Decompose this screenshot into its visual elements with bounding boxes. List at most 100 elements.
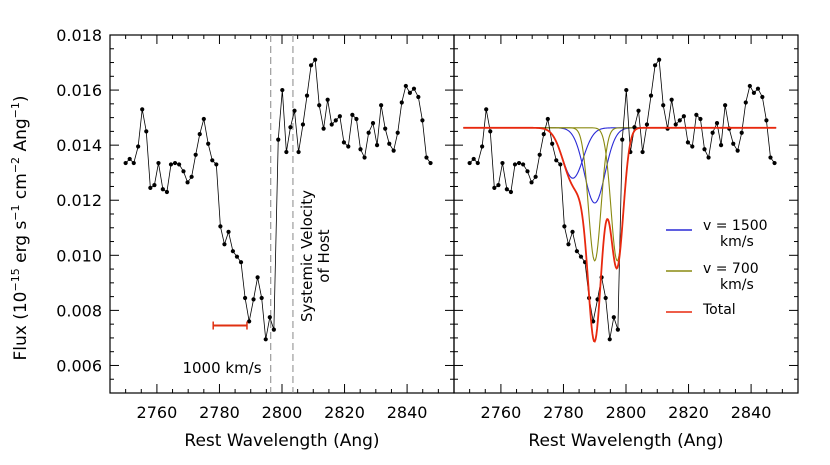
- ylabel-part: cm: [11, 173, 31, 204]
- y-tick-label: 0.008: [56, 301, 102, 320]
- spectrum-point-left: [403, 83, 408, 89]
- spectrum-point-right: [739, 130, 744, 135]
- spectrum-point-left: [185, 180, 190, 185]
- spectrum-point-left: [160, 187, 165, 192]
- legend-label-700: v = 700: [703, 261, 759, 277]
- spectrum-point-right: [648, 93, 654, 98]
- spectrum-point-left: [337, 114, 342, 119]
- spectrum-point-right: [558, 162, 563, 167]
- spectrum-point-right: [550, 141, 555, 146]
- spectrum-point-left: [267, 315, 272, 320]
- scalebar-label: 1000 km/s: [182, 359, 261, 377]
- spectrum-point-left: [407, 90, 413, 95]
- ylabel-sup: −1: [9, 102, 22, 118]
- spectrum-point-left: [313, 57, 318, 62]
- spectrum-point-right: [669, 97, 674, 102]
- spectrum-point-right: [632, 125, 637, 130]
- y-tick-label: 0.018: [56, 26, 102, 45]
- ylabel-sup: −1: [9, 204, 22, 220]
- total-fit-curve: [463, 126, 777, 343]
- spectrum-point-right: [714, 121, 720, 126]
- x-tick-label-left: 2800: [262, 403, 303, 422]
- spectrum-point-left: [284, 149, 289, 155]
- spectrum-point-left: [168, 162, 174, 167]
- spectrum-point-right: [492, 185, 497, 190]
- spectrum-point-left: [395, 130, 400, 135]
- spectrum-line-right: [469, 58, 775, 340]
- spectrum-point-right: [644, 122, 650, 127]
- spectrum-point-right: [657, 57, 662, 62]
- spectrum-point-left: [391, 148, 396, 153]
- spectrum-point-right: [521, 162, 526, 167]
- spectrum-line-left: [125, 58, 431, 340]
- legend-label-total: Total: [702, 302, 736, 318]
- spectrum-point-left: [292, 108, 297, 113]
- x-tick-label-right: 2840: [731, 403, 772, 422]
- spectrum-point-right: [496, 182, 501, 188]
- x-tick-label-right: 2820: [668, 403, 709, 422]
- spectrum-point-right: [620, 137, 625, 142]
- spectrum-point-left: [428, 160, 433, 166]
- spectrum-point-right: [685, 140, 691, 145]
- spectrum-point-left: [317, 103, 322, 108]
- spectrum-point-right: [516, 160, 522, 166]
- spectrum-point-right: [751, 90, 757, 95]
- spectrum-point-right: [624, 87, 629, 93]
- spectrum-point-left: [358, 147, 363, 152]
- spectrum-point-left: [177, 162, 182, 167]
- spectrum-point-right: [702, 147, 707, 152]
- ylabel-part: ): [11, 95, 31, 102]
- spectrum-point-right: [554, 158, 559, 163]
- spectrum-point-right: [566, 242, 571, 247]
- spectrum-point-right: [591, 319, 596, 324]
- spectrum-point-right: [562, 224, 567, 229]
- spectrum-point-right: [764, 118, 769, 123]
- spectrum-point-right: [768, 155, 773, 160]
- spectrum-point-right: [690, 144, 695, 149]
- spectrum-point-left: [424, 155, 429, 160]
- component-curve-blue: [463, 127, 777, 179]
- spectrum-point-left: [383, 126, 388, 131]
- spectrum-point-left: [379, 103, 384, 108]
- spectrum-point-right: [570, 229, 575, 234]
- spectrum-point-left: [420, 118, 425, 123]
- spectrum-point-right: [467, 160, 472, 166]
- spectrum-point-right: [718, 143, 724, 148]
- spectrum-point-left: [341, 140, 347, 145]
- spectrum-point-right: [525, 169, 530, 174]
- spectrum-point-left: [131, 160, 136, 166]
- spectrum-point-left: [296, 149, 301, 155]
- spectrum-point-right: [500, 160, 505, 166]
- x-tick-label-right: 2780: [543, 403, 584, 422]
- spectrum-point-right: [772, 160, 777, 166]
- spectrum-point-right: [710, 130, 715, 135]
- spectrum-point-right: [681, 114, 686, 119]
- spectrum-point-left: [346, 144, 351, 149]
- y-tick-label: 0.014: [56, 136, 102, 155]
- spectrum-point-left: [238, 260, 244, 265]
- spectrum-point-left: [387, 141, 392, 146]
- spectrum-point-left: [206, 141, 211, 146]
- host-label-2: of Host: [315, 229, 333, 282]
- spectrum-point-right: [545, 116, 550, 122]
- spectrum-point-right: [537, 152, 542, 157]
- spectrum-point-left: [247, 319, 252, 324]
- spectrum-point-left: [350, 112, 355, 117]
- spectrum-point-right: [471, 156, 476, 162]
- spectrum-point-right: [735, 148, 740, 153]
- spectrum-point-right: [533, 174, 538, 179]
- spectrum-point-left: [300, 122, 306, 127]
- y-tick-label: 0.012: [56, 191, 102, 210]
- spectrum-point-left: [304, 93, 310, 98]
- spectrum-point-right: [611, 315, 616, 320]
- spectrum-point-right: [607, 337, 612, 342]
- legend-label-1500-unit: km/s: [720, 234, 754, 250]
- spectrum-point-right: [512, 162, 518, 167]
- spectrum-point-left: [329, 122, 334, 127]
- host-label-1: Systemic Velocity: [298, 190, 316, 322]
- spectrum-point-right: [578, 254, 584, 259]
- x-axis-label-right: Rest Wavelength (Ang): [528, 431, 723, 451]
- spectrum-point-left: [259, 295, 264, 301]
- spectrum-point-left: [140, 107, 145, 112]
